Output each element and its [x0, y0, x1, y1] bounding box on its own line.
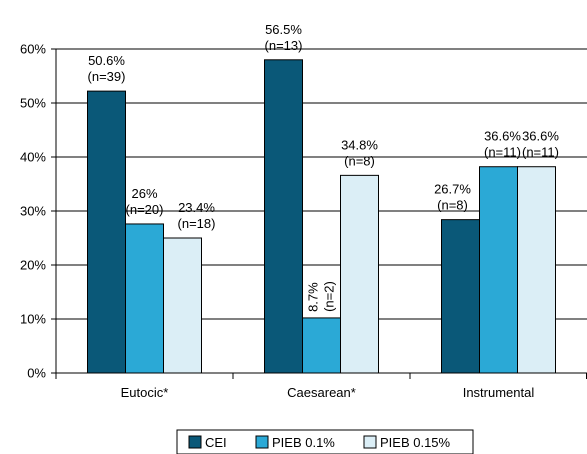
- x-axis: Eutocic* Caesarean* Instrumental: [55, 372, 587, 400]
- data-labels: 50.6%(n=39)26%(n=20) 23.4%(n=18)56.5%(n=1…: [88, 22, 560, 312]
- legend: CEI PIEB 0.1% PIEB 0.15%: [176, 429, 474, 454]
- x-category-label: Instrumental: [463, 385, 535, 400]
- bar-cei-0: [87, 90, 126, 374]
- legend-swatch-cei: [188, 435, 202, 449]
- bar-pieb-015-0: [163, 237, 202, 374]
- y-tick-label: 50%: [20, 96, 46, 111]
- legend-label: CEI: [205, 435, 227, 450]
- data-label: (n=13): [265, 38, 303, 53]
- x-category-label: Eutocic*: [121, 385, 169, 400]
- y-tick-label: 0%: [27, 366, 46, 381]
- legend-swatch-pieb-01: [255, 435, 269, 449]
- data-label: 26%: [131, 186, 157, 201]
- legend-label: PIEB 0.1%: [272, 435, 335, 450]
- data-label: 36.6%: [522, 129, 559, 144]
- y-tick-label: 20%: [20, 258, 46, 273]
- data-label: 23.4%: [178, 200, 215, 215]
- data-label: (n=11): [522, 145, 559, 160]
- data-label: (n=2): [322, 281, 337, 312]
- bar-pieb-01-0: [125, 223, 164, 374]
- data-label: (n=8): [437, 198, 468, 213]
- data-label: (n=20): [126, 202, 164, 217]
- y-tick-label: 40%: [20, 150, 46, 165]
- legend-label: PIEB 0.15%: [380, 435, 451, 450]
- data-label: (n=18): [178, 216, 216, 231]
- y-tick-label: 10%: [20, 312, 46, 327]
- data-label: 56.5%: [265, 22, 302, 37]
- bar-pieb-01-1: [302, 317, 341, 374]
- y-tick-label: 30%: [20, 204, 46, 219]
- bar-pieb-015-1: [340, 174, 379, 374]
- y-tick-label: 60%: [20, 42, 46, 57]
- bar-cei-1: [264, 59, 303, 374]
- bar-cei-2: [441, 219, 480, 374]
- data-label: 34.8%: [341, 137, 378, 152]
- data-label: (n=39): [88, 69, 126, 84]
- y-axis: 0% 10% 20% 30% 40% 50% 60%: [20, 42, 57, 381]
- data-label: (n=8): [344, 153, 375, 168]
- x-category-label: Caesarean*: [287, 385, 356, 400]
- data-label: (n=11): [484, 145, 521, 160]
- data-label: 36.6%: [484, 129, 521, 144]
- bars: [87, 59, 556, 374]
- data-label: 8.7%: [306, 282, 321, 312]
- bar-pieb-015-2: [517, 166, 556, 374]
- data-label: 26.7%: [434, 182, 471, 197]
- data-label: 50.6%: [88, 53, 125, 68]
- legend-swatch-pieb-015: [363, 435, 377, 449]
- data-label-group: 8.7% (n=2): [306, 281, 337, 312]
- bar-pieb-01-2: [479, 166, 518, 374]
- legend-box: [176, 429, 474, 454]
